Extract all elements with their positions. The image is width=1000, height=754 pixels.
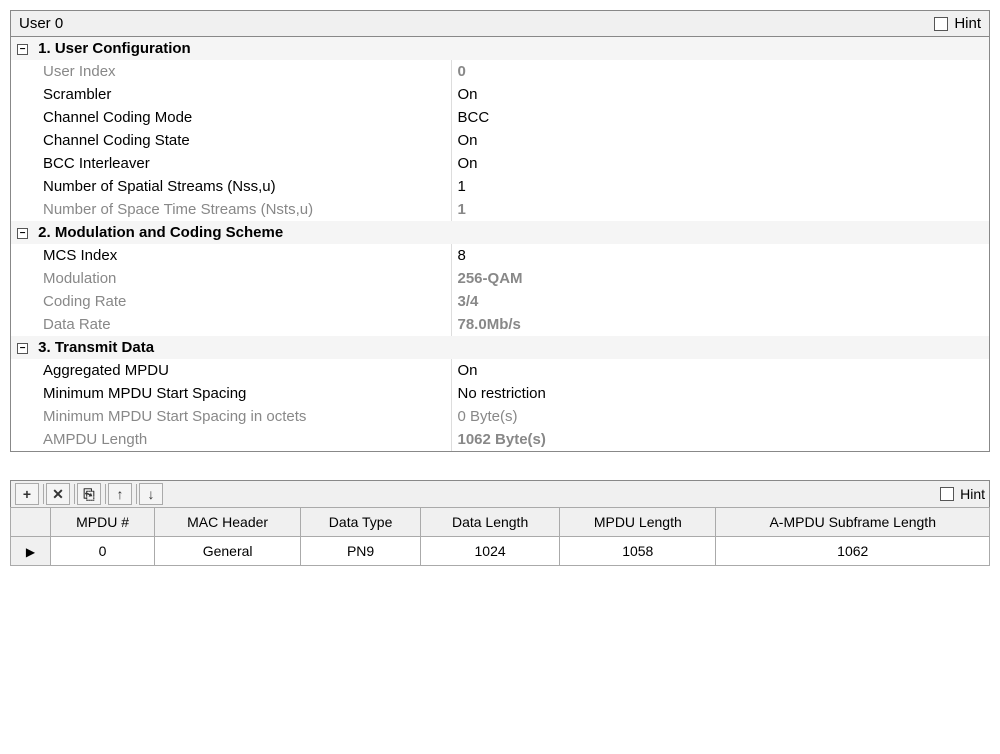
property-grid: − 1. User Configuration User Index 0 Scr… <box>11 37 989 451</box>
cell-mpdu-length[interactable]: 1058 <box>560 537 716 566</box>
row-ampdu-length[interactable]: AMPDU Length 1062 Byte(s) <box>11 428 989 451</box>
row-selector[interactable]: ▶ <box>11 537 51 566</box>
move-down-button[interactable]: ↓ <box>139 483 163 505</box>
hint-label: Hint <box>960 486 985 502</box>
prop-value: 78.0Mb/s <box>451 313 989 336</box>
section-user-configuration[interactable]: − 1. User Configuration <box>11 37 989 60</box>
prop-label: AMPDU Length <box>11 428 451 451</box>
table-row[interactable]: ▶ 0 General PN9 1024 1058 1062 <box>11 537 990 566</box>
mpdu-table: MPDU # MAC Header Data Type Data Length … <box>10 507 990 566</box>
section-title: 3. Transmit Data <box>38 339 154 356</box>
row-mcs-index[interactable]: MCS Index 8 <box>11 244 989 267</box>
cell-mpdu-num[interactable]: 0 <box>51 537 155 566</box>
copy-icon: ⎘ <box>83 486 94 503</box>
cell-mac-header[interactable]: General <box>155 537 301 566</box>
separator <box>74 484 75 504</box>
prop-value: 3/4 <box>451 290 989 313</box>
panel-title: User 0 <box>19 15 63 32</box>
cell-data-type[interactable]: PN9 <box>301 537 421 566</box>
hint-checkbox[interactable] <box>940 487 954 501</box>
prop-label: Number of Space Time Streams (Nsts,u) <box>11 198 451 221</box>
section-modulation-coding[interactable]: − 2. Modulation and Coding Scheme <box>11 221 989 244</box>
prop-value[interactable]: On <box>451 83 989 106</box>
prop-value: 256-QAM <box>451 267 989 290</box>
prop-value[interactable]: No restriction <box>451 382 989 405</box>
col-ampdu-subframe-length[interactable]: A-MPDU Subframe Length <box>716 508 990 537</box>
col-mac-header[interactable]: MAC Header <box>155 508 301 537</box>
section-transmit-data[interactable]: − 3. Transmit Data <box>11 336 989 359</box>
row-nsts[interactable]: Number of Space Time Streams (Nsts,u) 1 <box>11 198 989 221</box>
table-header-row: MPDU # MAC Header Data Type Data Length … <box>11 508 990 537</box>
mpdu-toolbar: + ✕ ⎘ ↑ ↓ Hint <box>10 480 990 507</box>
add-button[interactable]: + <box>15 483 39 505</box>
row-user-index[interactable]: User Index 0 <box>11 60 989 83</box>
prop-value: 0 Byte(s) <box>451 405 989 428</box>
separator <box>43 484 44 504</box>
delete-button[interactable]: ✕ <box>46 483 70 505</box>
move-up-button[interactable]: ↑ <box>108 483 132 505</box>
panel-header: User 0 Hint <box>11 11 989 37</box>
separator <box>105 484 106 504</box>
cell-ampdu-subframe-length[interactable]: 1062 <box>716 537 990 566</box>
prop-label: User Index <box>11 60 451 83</box>
hint-toggle[interactable]: Hint <box>934 15 981 32</box>
row-channel-coding-mode[interactable]: Channel Coding Mode BCC <box>11 106 989 129</box>
prop-label: BCC Interleaver <box>11 152 451 175</box>
row-min-mpdu-octets[interactable]: Minimum MPDU Start Spacing in octets 0 B… <box>11 405 989 428</box>
prop-value: 0 <box>451 60 989 83</box>
prop-label: Channel Coding Mode <box>11 106 451 129</box>
arrow-down-icon: ↓ <box>148 486 155 502</box>
section-title: 1. User Configuration <box>38 40 191 57</box>
prop-value[interactable]: On <box>451 152 989 175</box>
arrow-up-icon: ↑ <box>117 486 124 502</box>
prop-value[interactable]: On <box>451 129 989 152</box>
plus-icon: + <box>23 486 31 502</box>
prop-label: Scrambler <box>11 83 451 106</box>
collapse-icon[interactable]: − <box>17 44 28 55</box>
prop-label: Data Rate <box>11 313 451 336</box>
row-channel-coding-state[interactable]: Channel Coding State On <box>11 129 989 152</box>
row-modulation[interactable]: Modulation 256-QAM <box>11 267 989 290</box>
section-title: 2. Modulation and Coding Scheme <box>38 224 283 241</box>
hint-toggle-toolbar[interactable]: Hint <box>940 486 985 502</box>
prop-label: Minimum MPDU Start Spacing <box>11 382 451 405</box>
prop-value[interactable]: 1 <box>451 175 989 198</box>
col-data-type[interactable]: Data Type <box>301 508 421 537</box>
prop-label: Coding Rate <box>11 290 451 313</box>
separator <box>136 484 137 504</box>
current-row-icon: ▶ <box>26 545 35 559</box>
prop-value: 1 <box>451 198 989 221</box>
prop-label: Minimum MPDU Start Spacing in octets <box>11 405 451 428</box>
cell-data-length[interactable]: 1024 <box>421 537 560 566</box>
prop-value[interactable]: 8 <box>451 244 989 267</box>
row-bcc-interleaver[interactable]: BCC Interleaver On <box>11 152 989 175</box>
collapse-icon[interactable]: − <box>17 228 28 239</box>
hint-label: Hint <box>954 15 981 32</box>
row-aggregated-mpdu[interactable]: Aggregated MPDU On <box>11 359 989 382</box>
row-coding-rate[interactable]: Coding Rate 3/4 <box>11 290 989 313</box>
row-scrambler[interactable]: Scrambler On <box>11 83 989 106</box>
prop-value[interactable]: BCC <box>451 106 989 129</box>
col-mpdu-num[interactable]: MPDU # <box>51 508 155 537</box>
col-data-length[interactable]: Data Length <box>421 508 560 537</box>
prop-label: Number of Spatial Streams (Nss,u) <box>11 175 451 198</box>
row-nss[interactable]: Number of Spatial Streams (Nss,u) 1 <box>11 175 989 198</box>
collapse-icon[interactable]: − <box>17 343 28 354</box>
col-mpdu-length[interactable]: MPDU Length <box>560 508 716 537</box>
prop-label: Modulation <box>11 267 451 290</box>
prop-label: MCS Index <box>11 244 451 267</box>
corner-cell <box>11 508 51 537</box>
x-icon: ✕ <box>52 486 64 503</box>
prop-value: 1062 Byte(s) <box>451 428 989 451</box>
row-min-mpdu-spacing[interactable]: Minimum MPDU Start Spacing No restrictio… <box>11 382 989 405</box>
prop-label: Channel Coding State <box>11 129 451 152</box>
property-panel: User 0 Hint − 1. User Configuration User… <box>10 10 990 452</box>
copy-button[interactable]: ⎘ <box>77 483 101 505</box>
prop-label: Aggregated MPDU <box>11 359 451 382</box>
hint-checkbox[interactable] <box>934 17 948 31</box>
prop-value[interactable]: On <box>451 359 989 382</box>
row-data-rate[interactable]: Data Rate 78.0Mb/s <box>11 313 989 336</box>
